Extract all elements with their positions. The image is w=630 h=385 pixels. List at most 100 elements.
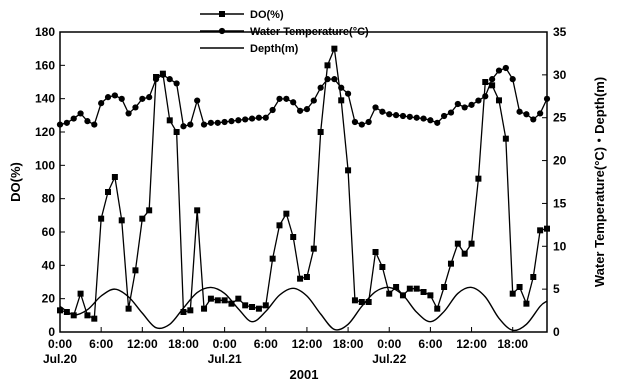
- series-line-do: [59, 46, 548, 320]
- data-point-do: [523, 300, 530, 307]
- data-point-do: [358, 299, 365, 305]
- data-point-do: [228, 300, 235, 307]
- data-point-do: [91, 315, 98, 322]
- data-point-water-temperature: [242, 116, 249, 123]
- data-point-water-temperature: [344, 90, 352, 97]
- legend-label-depth: Depth(m): [250, 43, 299, 55]
- data-point-do: [489, 82, 496, 89]
- data-point-water-temperature: [338, 84, 345, 91]
- legend: DO(%) Water Temperature(°C) Depth(m): [200, 9, 369, 55]
- data-point-do: [132, 267, 139, 274]
- data-point-water-temperature: [56, 121, 64, 128]
- data-point-water-temperature: [317, 84, 324, 91]
- y-tick-label: 140: [35, 92, 55, 106]
- data-point-do: [249, 304, 256, 310]
- data-point-do: [468, 240, 475, 247]
- x-axis-title: 2001: [290, 367, 319, 382]
- data-point-water-temperature: [228, 118, 235, 125]
- data-point-do: [447, 260, 454, 267]
- data-point-do: [214, 297, 221, 304]
- data-point-do: [111, 174, 118, 180]
- data-point-do: [345, 167, 352, 174]
- x-tick-date-label: Jul.22: [372, 352, 406, 366]
- data-point-do: [338, 97, 345, 104]
- data-point-water-temperature: [146, 94, 153, 101]
- y-tick-label: 180: [35, 25, 55, 39]
- data-point-do: [207, 295, 214, 302]
- data-point-water-temperature: [139, 95, 146, 102]
- data-point-water-temperature: [159, 71, 166, 78]
- data-point-water-temperature: [91, 121, 98, 128]
- data-point-do: [475, 175, 482, 182]
- data-point-do: [242, 302, 249, 309]
- data-point-do: [139, 215, 146, 222]
- data-point-water-temperature: [180, 123, 187, 130]
- data-point-do: [187, 307, 194, 314]
- data-point-water-temperature: [166, 76, 173, 83]
- y2-tick-label: 0: [553, 325, 560, 339]
- data-point-do: [537, 227, 544, 234]
- x-tick-label: 6:00: [89, 337, 113, 351]
- data-point-water-temperature: [509, 76, 516, 83]
- data-point-water-temperature: [173, 80, 180, 87]
- data-point-do: [406, 285, 413, 292]
- data-point-water-temperature: [290, 99, 297, 106]
- data-point-water-temperature: [207, 119, 215, 126]
- data-point-do: [173, 129, 180, 135]
- data-point-water-temperature: [296, 107, 304, 114]
- x-tick-label: 6:00: [254, 337, 278, 351]
- x-tick-label: 0:00: [377, 337, 401, 351]
- data-point-do: [413, 285, 420, 292]
- data-point-do: [201, 305, 208, 312]
- data-point-water-temperature: [221, 118, 228, 126]
- data-point-do: [317, 129, 324, 135]
- data-point-water-temperature: [118, 95, 125, 102]
- data-point-water-temperature: [413, 114, 420, 121]
- data-point-do: [146, 207, 153, 214]
- data-point-do: [283, 210, 290, 217]
- data-point-water-temperature: [447, 109, 455, 116]
- data-point-do: [180, 309, 187, 315]
- data-point-water-temperature: [386, 111, 393, 118]
- data-point-water-temperature: [392, 112, 400, 119]
- x-tick-label: 0:00: [213, 337, 237, 351]
- data-point-water-temperature: [77, 110, 84, 117]
- y2-tick-label: 20: [553, 154, 567, 168]
- data-point-water-temperature: [104, 94, 112, 101]
- data-point-do: [434, 305, 441, 312]
- data-point-do: [461, 250, 468, 257]
- data-point-do: [372, 249, 379, 255]
- data-point-water-temperature: [276, 95, 283, 102]
- data-point-do: [290, 234, 297, 240]
- data-point-water-temperature: [482, 93, 489, 100]
- data-point-water-temperature: [63, 119, 70, 126]
- legend-label-do: DO(%): [250, 9, 284, 21]
- y-tick-label: 120: [35, 125, 55, 139]
- data-point-water-temperature: [324, 76, 331, 83]
- data-point-do: [516, 284, 523, 290]
- data-point-water-temperature: [427, 117, 434, 124]
- data-point-do: [262, 302, 269, 309]
- series-line-depth: [59, 286, 548, 332]
- data-point-water-temperature: [283, 95, 290, 102]
- data-point-water-temperature: [351, 118, 359, 126]
- data-point-water-temperature: [235, 117, 242, 124]
- y2-tick-label: 5: [553, 282, 560, 296]
- y-tick-label: 100: [35, 158, 55, 172]
- data-point-do: [365, 299, 372, 305]
- data-point-do: [482, 79, 489, 85]
- x-tick-date-label: Jul.21: [208, 352, 242, 366]
- plot-area: [59, 31, 548, 333]
- data-point-do: [297, 275, 304, 282]
- x-tick-label: 18:00: [168, 337, 199, 351]
- data-point-do: [194, 207, 201, 214]
- data-point-do: [379, 264, 386, 270]
- y-tick-label: 80: [42, 192, 56, 206]
- data-point-water-temperature: [194, 97, 201, 104]
- data-point-do: [125, 305, 132, 312]
- data-point-do: [310, 245, 317, 252]
- x-tick-label: 12:00: [127, 337, 158, 351]
- data-point-do: [324, 62, 331, 69]
- data-point-water-temperature: [303, 106, 311, 113]
- y2-tick-label: 30: [553, 68, 567, 82]
